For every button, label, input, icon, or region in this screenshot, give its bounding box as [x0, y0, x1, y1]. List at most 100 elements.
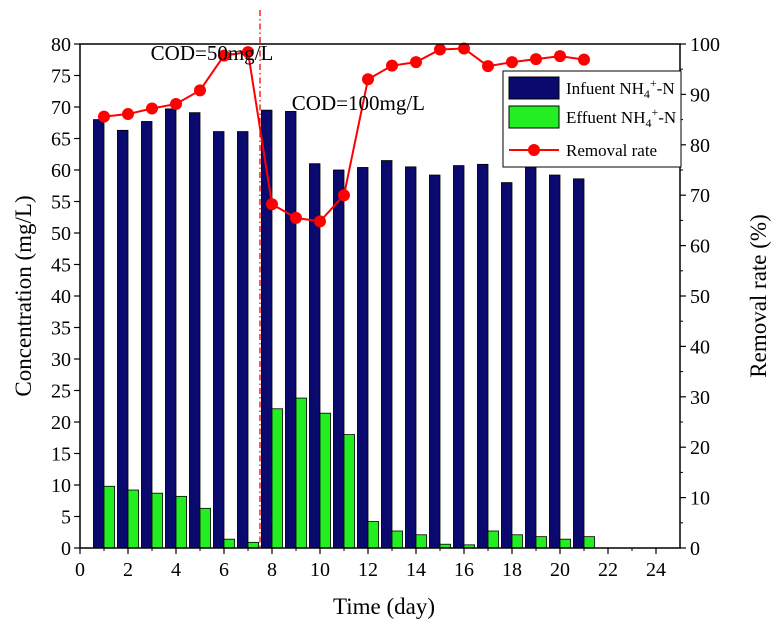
y2-axis-title: Removal rate (%) — [746, 214, 771, 377]
removal-rate-point — [386, 59, 398, 72]
y2-tick-label: 70 — [690, 185, 710, 207]
removal-rate-point — [578, 53, 590, 66]
effuent-bar — [199, 507, 211, 549]
x-tick-label: 14 — [406, 559, 426, 581]
effuent-bar — [583, 536, 595, 549]
y-axis-title: Concentration (mg/L) — [11, 195, 36, 396]
infuent-bar — [573, 178, 585, 549]
y2-tick-label: 90 — [690, 84, 710, 106]
y-tick-label: 15 — [51, 444, 71, 466]
effuent-bar — [535, 536, 547, 549]
removal-rate-point — [98, 110, 110, 123]
removal-rate-point — [218, 49, 230, 62]
infuent-bar — [213, 131, 225, 549]
x-tick-label: 18 — [502, 559, 522, 581]
x-tick-label: 24 — [646, 559, 666, 581]
y-tick-label: 0 — [61, 538, 71, 560]
effuent-bar — [127, 489, 139, 549]
legend-label-effuent: Effuent NH4+-N — [566, 105, 676, 130]
infuent-bar — [405, 166, 417, 549]
removal-rate-point — [482, 60, 494, 73]
x-tick-label: 20 — [550, 559, 570, 581]
infuent-bar — [525, 165, 537, 549]
infuent-bar — [117, 129, 129, 549]
infuent-bar — [285, 111, 297, 549]
effuent-bar — [223, 538, 235, 549]
annotation-cod-100: COD=100mg/L — [292, 91, 425, 115]
infuent-bar — [429, 174, 441, 549]
x-tick-label: 0 — [75, 559, 85, 581]
removal-rate-point — [242, 46, 254, 59]
effuent-bar — [487, 530, 499, 549]
y2-tick-label: 50 — [690, 286, 710, 308]
x-tick-label: 16 — [454, 559, 474, 581]
infuent-bar — [549, 174, 561, 549]
infuent-bar — [333, 169, 345, 549]
y-tick-label: 55 — [51, 192, 71, 214]
removal-rate-point — [458, 42, 470, 55]
infuent-bar — [165, 108, 177, 549]
effuent-bar — [319, 412, 331, 549]
removal-rate-point — [314, 215, 326, 228]
legend-label-removal: Removal rate — [566, 141, 657, 160]
x-tick-label: 8 — [267, 559, 277, 581]
x-tick-label: 12 — [358, 559, 378, 581]
effuent-bar — [511, 534, 523, 549]
infuent-bar — [453, 165, 465, 549]
y2-tick-label: 20 — [690, 437, 710, 459]
y-tick-label: 80 — [51, 34, 71, 56]
y-tick-label: 10 — [51, 475, 71, 497]
y2-tick-label: 80 — [690, 135, 710, 157]
effuent-bar — [175, 495, 187, 549]
effuent-bar — [415, 534, 427, 549]
removal-rate-point — [146, 102, 158, 115]
legend: Infuent NH4+-N Effuent NH4+-N Removal ra… — [502, 70, 682, 168]
y2-tick-label: 100 — [690, 34, 720, 56]
y-tick-label: 40 — [51, 286, 71, 308]
effuent-bar — [247, 541, 259, 549]
y2-tick-label: 60 — [690, 236, 710, 258]
y-tick-label: 25 — [51, 381, 71, 403]
y2-tick-label: 0 — [690, 538, 700, 560]
x-tick-label: 10 — [310, 559, 330, 581]
removal-rate-point — [266, 198, 278, 211]
infuent-bar — [237, 131, 249, 549]
effuent-bars — [103, 397, 595, 549]
removal-rate-point — [122, 108, 134, 121]
axes: 0 2 4 6 8 10 12 14 16 18 20 22 240510152025303540455… — [51, 34, 720, 581]
effuent-bar — [295, 397, 307, 549]
legend-swatch-infuent — [508, 76, 560, 100]
y-tick-label: 30 — [51, 349, 71, 371]
x-tick-label: 4 — [171, 559, 181, 581]
legend-swatch-effuent — [508, 105, 560, 129]
infuent-bar — [141, 121, 153, 549]
removal-rate-point — [530, 53, 542, 66]
legend-label-infuent: Infuent NH4+-N — [566, 76, 675, 101]
y-tick-label: 45 — [51, 255, 71, 277]
infuent-bar — [93, 119, 105, 549]
y2-tick-label: 10 — [690, 488, 710, 510]
infuent-bar — [189, 112, 201, 549]
y-tick-label: 60 — [51, 160, 71, 182]
removal-rate-line — [98, 42, 590, 228]
removal-rate-point — [506, 56, 518, 69]
x-tick-label: 2 — [123, 559, 133, 581]
effuent-bar — [151, 492, 163, 549]
removal-rate-point — [554, 50, 566, 63]
y-tick-label: 35 — [51, 318, 71, 340]
y-tick-label: 20 — [51, 412, 71, 434]
infuent-bar — [501, 182, 513, 549]
y-tick-label: 70 — [51, 97, 71, 119]
infuent-bars — [93, 108, 585, 549]
removal-rate-point — [194, 84, 206, 97]
y2-tick-label: 30 — [690, 387, 710, 409]
legend-marker-removal — [528, 144, 540, 156]
effuent-bar — [103, 485, 115, 549]
infuent-bar — [381, 160, 393, 549]
effuent-bar — [559, 538, 571, 549]
x-axis-title: Time (day) — [333, 594, 435, 619]
removal-rate-point — [338, 189, 350, 202]
annotation-cod-50: COD=50mg/L — [151, 41, 274, 65]
effuent-bar — [343, 434, 355, 549]
